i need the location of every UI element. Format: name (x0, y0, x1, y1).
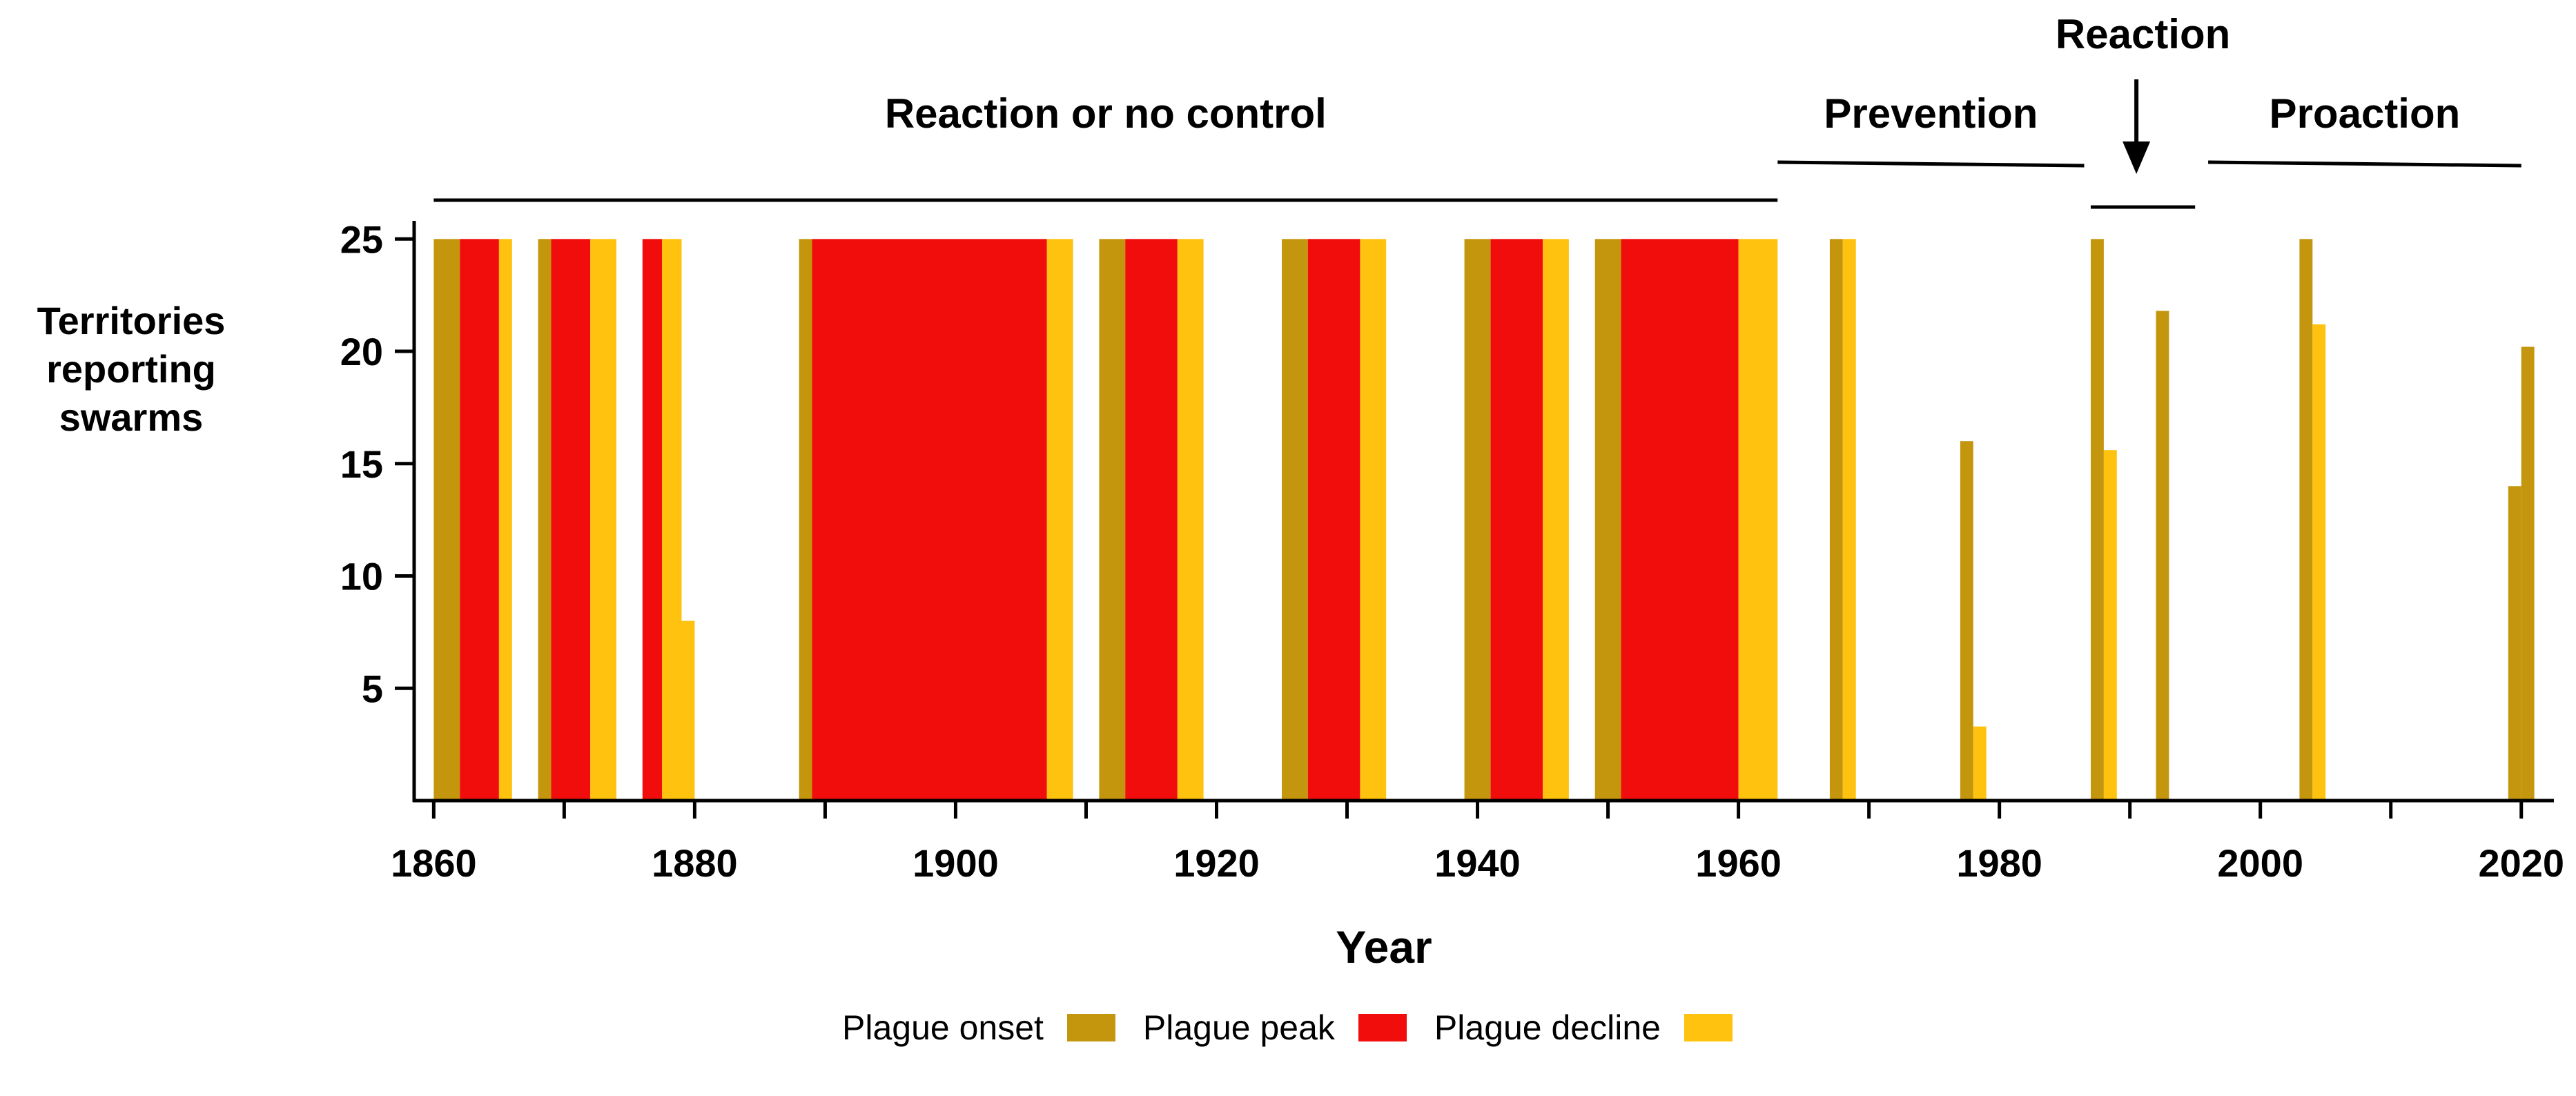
x-tick-label-1960: 1960 (1695, 841, 1782, 885)
bar-decline-1945 (1543, 239, 1569, 801)
legend-label-decline: Plague decline (1434, 1008, 1661, 1047)
bar-decline-1931 (1360, 239, 1387, 801)
y-axis-label-line-3: swarms (59, 395, 204, 439)
legend-item-peak: Plague peak (1143, 1008, 1407, 1048)
bar-onset-1925 (1282, 239, 1308, 801)
legend-swatch-decline (1684, 1014, 1733, 1041)
x-tick-label-1940: 1940 (1434, 841, 1521, 885)
bar-onset-2020 (2521, 346, 2535, 801)
bar-onset-1888 (799, 239, 812, 801)
bar-peak-1927 (1307, 239, 1360, 801)
bar-decline-1978 (1973, 726, 1987, 801)
bar-peak-1941 (1490, 239, 1543, 801)
bar-onset-1868 (538, 239, 552, 801)
axes-layer: 5 10 15 20 25 1860 1880 1900 1920 1940 1960 1980 200… (340, 217, 2564, 885)
bar-onset-1987 (2091, 239, 2104, 801)
bar-decline-1879 (681, 620, 695, 801)
bar-onset-2019 (2508, 486, 2521, 801)
bar-peak-1889 (812, 239, 1047, 801)
era-label-prevention: Prevention (1824, 90, 2038, 137)
era-annotations: Reaction or no control Prevention Reaction… (433, 11, 2521, 209)
bar-decline-1968 (1842, 239, 1856, 801)
legend-label-peak: Plague peak (1142, 1008, 1335, 1047)
x-tick-label-1900: 1900 (913, 841, 999, 885)
legend-swatch-peak (1358, 1014, 1407, 1041)
bar-onset-1949 (1594, 239, 1621, 801)
y-tick-label-25: 25 (340, 217, 383, 261)
legend-swatch-onset (1066, 1014, 1115, 1041)
x-tick-label-1880: 1880 (652, 841, 738, 885)
legend-item-onset: Plague onset (842, 1008, 1115, 1048)
y-axis-label-line-1: Territories (37, 299, 226, 342)
bar-onset-1939 (1464, 239, 1491, 801)
x-tick-label-1860: 1860 (391, 841, 477, 885)
bar-decline-1988 (2103, 450, 2117, 801)
bar-onset-2003 (2299, 239, 2313, 801)
bar-peak-1951 (1621, 239, 1739, 801)
bar-onset-1992 (2156, 311, 2169, 801)
y-tick-label-10: 10 (340, 555, 383, 598)
legend: Plague onset Plague peak Plague decline (842, 1008, 1760, 1048)
bar-decline-1907 (1046, 239, 1073, 801)
bar-peak-1876 (642, 239, 663, 801)
bar-decline-1917 (1177, 239, 1204, 801)
x-tick-label-2020: 2020 (2478, 841, 2564, 885)
bar-decline-1865 (498, 239, 512, 801)
bar-decline-2004 (2312, 324, 2326, 801)
y-axis-label-line-2: reporting (46, 347, 216, 391)
x-tick-label-2000: 2000 (2217, 841, 2303, 885)
y-tick-label-20: 20 (340, 330, 383, 373)
bar-onset-1860 (433, 239, 460, 801)
era-label-proaction: Proaction (2270, 90, 2461, 137)
reaction-arrow-head-icon (2123, 141, 2151, 174)
legend-item-decline: Plague decline (1434, 1008, 1733, 1048)
bar-peak-1913 (1125, 239, 1178, 801)
era-line-prevention (1777, 160, 2085, 168)
bar-decline-1872 (590, 239, 616, 801)
era-label-reaction-or-no-control: Reaction or no control (885, 90, 1327, 137)
y-tick-label-5: 5 (362, 667, 383, 710)
x-axis-label: Year (1336, 921, 1432, 972)
bar-decline-1877.5 (662, 239, 682, 801)
bars-layer (433, 239, 2535, 801)
bar-peak-1862 (460, 239, 499, 801)
x-tick-label-1980: 1980 (1956, 841, 2042, 885)
era-line-proaction (2208, 160, 2521, 168)
y-tick-label-15: 15 (340, 442, 383, 486)
bar-peak-1869 (551, 239, 591, 801)
legend-label-onset: Plague onset (842, 1008, 1044, 1047)
era-label-reaction: Reaction (2056, 11, 2230, 57)
bar-decline-1960 (1738, 239, 1778, 801)
bar-onset-1967 (1829, 239, 1843, 801)
y-axis-label: Territories reporting swarms (7, 297, 255, 442)
bar-onset-1977 (1960, 441, 1973, 801)
x-tick-label-1920: 1920 (1173, 841, 1260, 885)
bar-onset-1911 (1099, 239, 1126, 801)
